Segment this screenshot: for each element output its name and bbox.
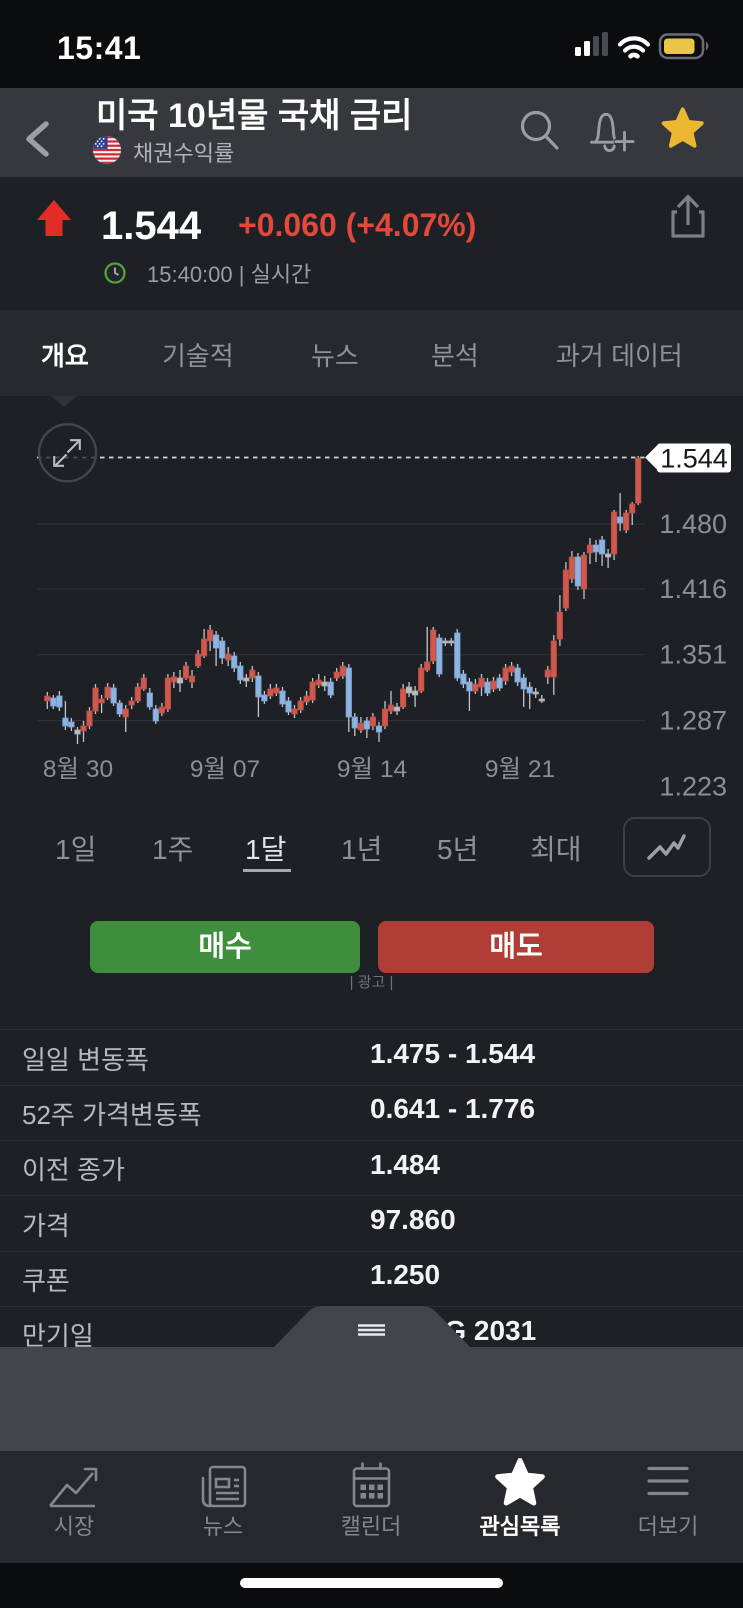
svg-text:1.544: 1.544 [660,444,728,474]
svg-text:8월 30: 8월 30 [43,756,113,783]
svg-text:1.351: 1.351 [659,640,727,670]
svg-text:1.416: 1.416 [659,574,727,604]
svg-text:1.223: 1.223 [659,772,727,801]
svg-text:9월 21: 9월 21 [485,756,555,783]
svg-text:1.480: 1.480 [659,509,727,539]
svg-text:9월 07: 9월 07 [190,756,260,783]
svg-text:9월 14: 9월 14 [337,756,407,783]
svg-text:1.287: 1.287 [659,706,727,736]
